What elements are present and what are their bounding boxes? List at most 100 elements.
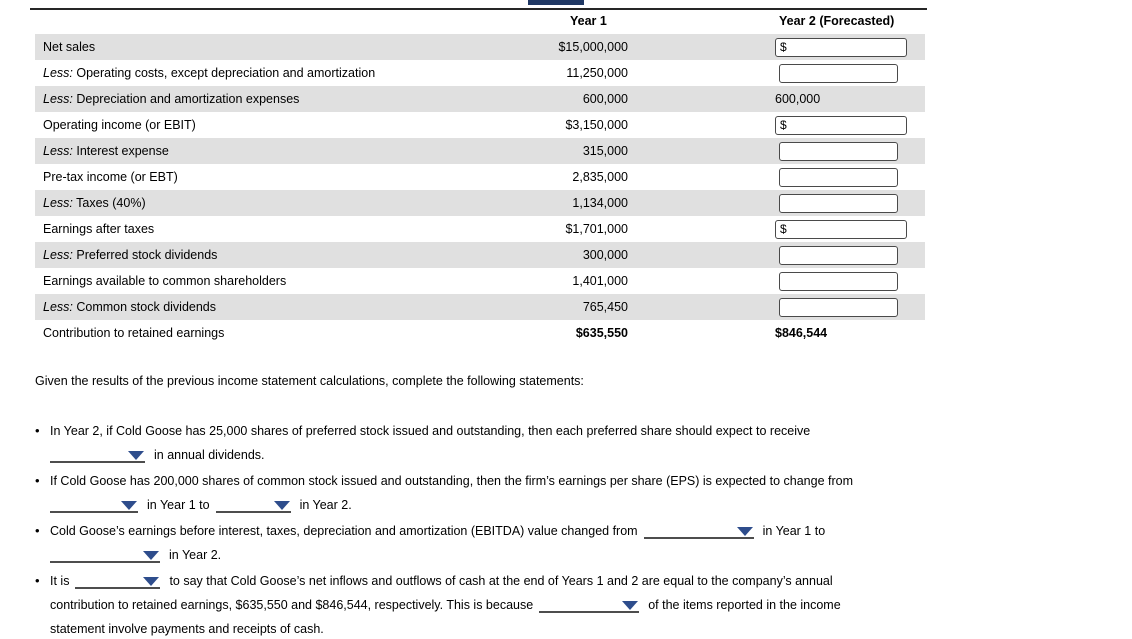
table-row: Less: Operating costs, except depreciati…: [35, 60, 925, 86]
table-row: Less: Common stock dividends 765,450: [35, 294, 925, 320]
statement-segment: to say that Cold Goose’s net inflows and…: [169, 574, 833, 588]
year1-value: 765,450: [582, 300, 628, 314]
year2-value: $846,544: [775, 326, 828, 340]
bullet-marker: •: [35, 523, 40, 538]
year2-cell: 600,000: [775, 92, 925, 106]
less-prefix: Less:: [43, 144, 73, 158]
chevron-down-icon: [622, 601, 639, 610]
table-top-divider: [30, 8, 927, 10]
table-row: Earnings after taxes $1,701,000 $: [35, 216, 925, 242]
year2-input-box: $: [775, 115, 907, 135]
year2-input[interactable]: [780, 298, 897, 316]
statement-segment: in Year 2.: [169, 548, 222, 562]
year2-cell: [775, 63, 925, 83]
year2-cell: [775, 141, 925, 161]
year2-input[interactable]: [780, 194, 897, 212]
year2-input-box: [779, 245, 898, 265]
statement-text: If Cold Goose has 200,000 shares of comm…: [50, 469, 930, 517]
statement-segment: contribution to retained earnings, $635,…: [50, 598, 534, 612]
statement-segment: in Year 1 to: [147, 498, 210, 512]
less-prefix: Less:: [43, 66, 73, 80]
year2-value: 600,000: [775, 92, 821, 106]
year2-input-box: [779, 193, 898, 213]
answer-dropdown[interactable]: [50, 497, 138, 513]
statement-item: • In Year 2, if Cold Goose has 25,000 sha…: [35, 419, 930, 467]
answer-dropdown[interactable]: [215, 497, 291, 513]
statement-text: In Year 2, if Cold Goose has 25,000 shar…: [50, 419, 930, 467]
chevron-down-icon: [736, 527, 753, 536]
year2-cell: [775, 297, 925, 317]
year2-cell: [775, 167, 925, 187]
year1-value: $15,000,000: [558, 40, 628, 54]
less-prefix: Less:: [43, 248, 73, 262]
income-statement-table: Year 1 Year 2 (Forecasted) Net sales $15,…: [35, 11, 925, 346]
year1-value: 1,134,000: [572, 196, 628, 210]
table-row: Less: Preferred stock dividends 300,000: [35, 242, 925, 268]
column-header-year2: Year 2 (Forecasted): [779, 14, 895, 28]
year2-input-box: $: [775, 219, 907, 239]
row-label: Operating income (or EBIT): [43, 118, 196, 132]
statement-item: • If Cold Goose has 200,000 shares of com…: [35, 469, 930, 517]
year2-input[interactable]: [780, 64, 897, 82]
year2-input-box: [779, 297, 898, 317]
answer-dropdown[interactable]: [643, 523, 754, 539]
year1-value: $635,550: [575, 326, 628, 340]
column-header-year1: Year 1: [570, 14, 607, 28]
year1-value: 315,000: [582, 144, 628, 158]
instruction-text: Given the results of the previous income…: [35, 374, 584, 388]
row-label: Less: Preferred stock dividends: [43, 248, 218, 262]
statement-segment: in annual dividends.: [154, 448, 265, 462]
answer-dropdown[interactable]: [50, 447, 145, 463]
dollar-prefix: $: [780, 222, 787, 236]
statement-item: • It is to say that Cold Goose’s net inflo…: [35, 569, 930, 639]
statement-segment: of the items reported in the income: [648, 598, 841, 612]
year1-value: $1,701,000: [565, 222, 628, 236]
year2-cell: [775, 245, 925, 265]
year1-value: 1,401,000: [572, 274, 628, 288]
year2-input[interactable]: [786, 116, 906, 134]
year2-cell: [775, 271, 925, 291]
chevron-down-icon: [143, 551, 159, 560]
year2-input[interactable]: [780, 168, 897, 186]
year2-cell: $: [775, 115, 925, 135]
row-label: Pre-tax income (or EBT): [43, 170, 178, 184]
chevron-down-icon: [121, 501, 137, 510]
table-row: Less: Depreciation and amortization expe…: [35, 86, 925, 112]
statement-segment: Cold Goose’s earnings before interest, t…: [50, 524, 638, 538]
year2-cell: $: [775, 37, 925, 57]
table-row: Pre-tax income (or EBT) 2,835,000: [35, 164, 925, 190]
year2-input-box: [779, 167, 898, 187]
table-row: Less: Interest expense 315,000: [35, 138, 925, 164]
year2-input-box: [779, 141, 898, 161]
statement-segment: In Year 2, if Cold Goose has 25,000 shar…: [50, 424, 811, 438]
row-label: Less: Depreciation and amortization expe…: [43, 92, 300, 106]
year2-input[interactable]: [780, 246, 897, 264]
year2-input-box: $: [775, 37, 907, 57]
answer-dropdown[interactable]: [75, 573, 161, 589]
answer-dropdown[interactable]: [539, 597, 640, 613]
less-prefix: Less:: [43, 196, 73, 210]
statement-text: It is to say that Cold Goose’s net inflow…: [50, 569, 930, 639]
year2-input[interactable]: [780, 272, 897, 290]
cutoff-header-fragment: [528, 0, 584, 5]
year2-cell: $846,544: [775, 326, 925, 340]
table-row: Contribution to retained earnings $635,55…: [35, 320, 925, 346]
statement-text: Cold Goose’s earnings before interest, t…: [50, 519, 930, 567]
row-label: Net sales: [43, 40, 96, 54]
year2-input[interactable]: [786, 38, 906, 56]
year2-input[interactable]: [786, 220, 906, 238]
chevron-down-icon: [128, 451, 144, 460]
less-prefix: Less:: [43, 92, 73, 106]
bullet-marker: •: [35, 423, 40, 438]
row-label: Less: Common stock dividends: [43, 300, 217, 314]
answer-dropdown[interactable]: [50, 547, 160, 563]
year2-input[interactable]: [780, 142, 897, 160]
year1-value: 11,250,000: [566, 66, 628, 80]
table-row: Less: Taxes (40%) 1,134,000: [35, 190, 925, 216]
year1-value: 600,000: [582, 92, 628, 106]
year1-value: 300,000: [582, 248, 628, 262]
less-prefix: Less:: [43, 300, 73, 314]
income-table-body: Net sales $15,000,000 $ Less: Operating cos…: [35, 34, 925, 346]
statement-segment: in Year 1 to: [762, 524, 826, 538]
